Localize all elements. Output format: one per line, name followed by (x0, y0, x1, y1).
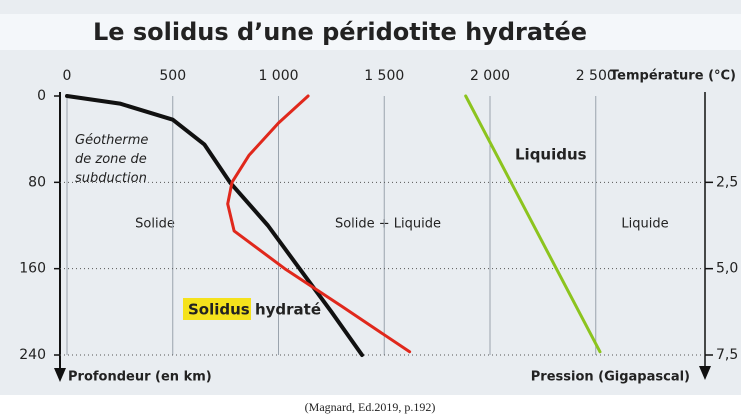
series-label-line: Géotherme (75, 133, 148, 148)
line (464, 94, 602, 354)
series-label: Solidus hydraté (188, 301, 321, 319)
x-axis-label: Température (°C) (610, 69, 736, 84)
y2-axis-label: Pression (Gigapascal) (531, 370, 690, 385)
source: (Magnard, Ed.2019, p.192) (305, 400, 436, 414)
y-tick-label: 80 (28, 174, 46, 190)
series-label: Géotherme de zone de subduction (75, 133, 148, 186)
y-tick-label: 240 (19, 347, 46, 363)
line (226, 94, 412, 354)
background (0, 0, 741, 395)
region-label: Solide (135, 217, 175, 232)
y-axis-label: Profondeur (en km) (68, 370, 212, 385)
chart-title: Le solidus d’une péridotite hydratée (93, 18, 587, 46)
y-tick-label: 0 (37, 88, 46, 104)
region-label: Liquide (621, 217, 668, 232)
x-tick-label: 1 500 (364, 68, 404, 84)
y-axis-arrow (54, 368, 66, 382)
x-tick-label: 0 (63, 68, 72, 84)
line (65, 94, 364, 357)
y2-tick-label: 5,0 (716, 261, 738, 277)
series-label: Liquidus (515, 146, 587, 164)
x-tick-label: 2 500 (576, 68, 616, 84)
series-label-line: de zone de (75, 152, 147, 167)
x-tick-label: 1 000 (258, 68, 298, 84)
series-label-line: subduction (75, 171, 147, 186)
y-tick-label: 160 (19, 261, 46, 277)
region-label: Solide + Liquide (335, 217, 441, 232)
y2-tick-label: 2,5 (716, 174, 738, 190)
x-tick-label: 2 000 (470, 68, 510, 84)
highlight (183, 298, 251, 320)
x-tick-label: 500 (159, 68, 186, 84)
title-band (0, 14, 741, 50)
y2-tick-label: 7,5 (716, 347, 738, 363)
y2-axis-arrow (699, 366, 711, 380)
